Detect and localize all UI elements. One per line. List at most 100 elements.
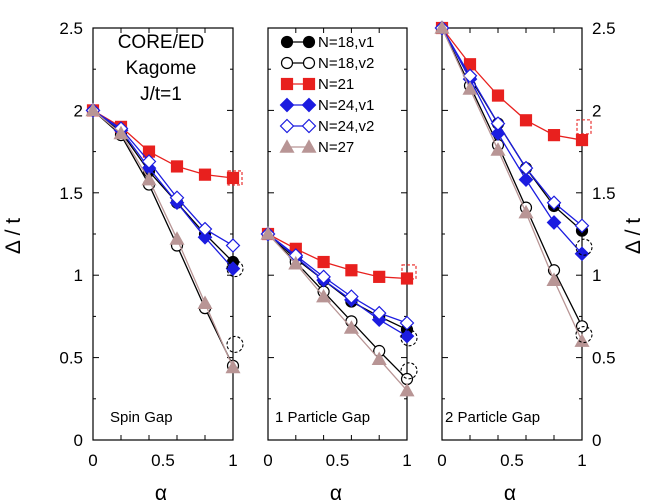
series-line-N=24,v2 [92, 109, 234, 247]
x-tick-label: 0.5 [326, 451, 350, 470]
data-point [316, 288, 332, 303]
legend-marker [302, 77, 316, 91]
data-point [197, 229, 213, 245]
y-axis-label-left: Δ / t [2, 218, 25, 254]
data-point [518, 172, 534, 187]
legend-label-4: N=24,v1 [318, 97, 374, 114]
data-point [546, 272, 562, 286]
data-point [546, 195, 562, 211]
legend-label-6: N=27 [318, 139, 354, 156]
y-tick-label: 1 [592, 266, 601, 285]
x-tick-label: 0 [88, 451, 97, 470]
series-line-N=27 [441, 27, 583, 342]
data-point [343, 320, 359, 334]
legend-marker [302, 35, 316, 49]
legend-label-3: N=21 [318, 76, 354, 93]
data-point [574, 333, 590, 347]
data-point [546, 215, 562, 230]
data-point [225, 261, 241, 276]
legend-marker [301, 139, 317, 153]
x-tick-label: 1 [402, 451, 411, 470]
x-tick-label: 0 [437, 451, 446, 470]
series-line-N=21 [92, 109, 234, 179]
extrapolation-circle [226, 260, 244, 278]
data-point [113, 125, 129, 140]
legend-marker [280, 35, 294, 49]
legend-marker [280, 77, 294, 91]
series-line-N=24,v2 [267, 233, 408, 324]
legend-marker [279, 97, 295, 113]
y-tick-label: 2 [592, 101, 601, 120]
y-tick-label: 0.5 [59, 349, 83, 368]
data-point [518, 204, 534, 219]
x-tick-label: 0.5 [500, 451, 524, 470]
legend-marker [301, 97, 317, 113]
data-point [399, 382, 415, 397]
data-point [141, 171, 157, 186]
y-tick-label: 2.5 [592, 19, 616, 38]
data-point [519, 114, 533, 127]
x-axis-label-3: α [504, 482, 516, 504]
data-point [371, 305, 387, 321]
annotation-line-3: J/t=1 [140, 84, 182, 105]
data-point [575, 133, 589, 147]
extrapolation-circle [400, 329, 418, 347]
data-point [170, 160, 184, 173]
data-point [317, 255, 330, 269]
extrapolation-circle [226, 335, 244, 353]
panel-label-1-particle-gap: 1 Particle Gap [275, 409, 370, 426]
extrapolation-square [576, 119, 592, 135]
x-axis-label-1: α [155, 482, 167, 504]
series-line-N=18,v1 [441, 27, 583, 232]
x-tick-label: 1 [577, 451, 586, 470]
x-tick-label: 0.5 [151, 451, 175, 470]
panel-label-spin-gap: Spin Gap [110, 409, 173, 426]
y-tick-label: 2.5 [59, 19, 83, 38]
panel-3: 0 0.5 100.511.522.5 [434, 19, 616, 470]
legend-label-1: N=18,v1 [318, 34, 374, 51]
series-line-N=24,v1 [441, 27, 583, 255]
data-point [399, 315, 415, 331]
legend: N=18,v1 N=18,v2 N=21 N=24,v1 N=24,v2 N=2… [279, 34, 374, 156]
annotation-line-1: CORE/ED [118, 32, 205, 53]
data-point [225, 359, 241, 374]
series-line-N=24,v2 [441, 27, 583, 227]
data-point [574, 218, 590, 234]
series-line-N=18,v2 [92, 109, 234, 367]
panel-1: 0 0.5 1 0 0.5 1 1.5 2 2.5 [59, 19, 244, 470]
data-point [141, 154, 157, 169]
data-point [169, 190, 185, 206]
x-axis-label-2: α [330, 482, 342, 504]
data-point [226, 171, 240, 185]
data-point [288, 255, 304, 270]
legend-marker [279, 118, 295, 134]
data-point [547, 129, 561, 142]
data-point [434, 20, 450, 34]
series-line-N=21 [441, 27, 583, 141]
y-tick-label: 0 [592, 431, 601, 450]
legend-marker [279, 139, 295, 153]
data-point [316, 269, 331, 285]
x-tick-label: 0 [263, 451, 272, 470]
extrapolation-circle [575, 325, 593, 344]
data-point [344, 289, 359, 304]
legend-marker [280, 56, 294, 70]
legend-label-2: N=18,v2 [318, 55, 374, 72]
data-point [197, 221, 213, 237]
data-point [462, 81, 478, 95]
series-line-N=27 [267, 233, 408, 391]
series-line-N=27 [92, 109, 234, 368]
y-tick-label: 0 [74, 431, 83, 450]
y-tick-label: 1.5 [592, 184, 616, 203]
plot-frame [441, 27, 583, 441]
legend-label-5: N=24,v2 [318, 118, 374, 135]
y-axis-label-right: Δ / t [622, 218, 645, 254]
panel-label-2-particle-gap: 2 Particle Gap [445, 409, 540, 426]
extrapolation-circle [400, 362, 418, 380]
legend-marker [302, 56, 316, 70]
data-point [490, 116, 506, 131]
extrapolation-square [401, 264, 417, 280]
data-point [518, 160, 534, 176]
data-point [373, 270, 386, 283]
